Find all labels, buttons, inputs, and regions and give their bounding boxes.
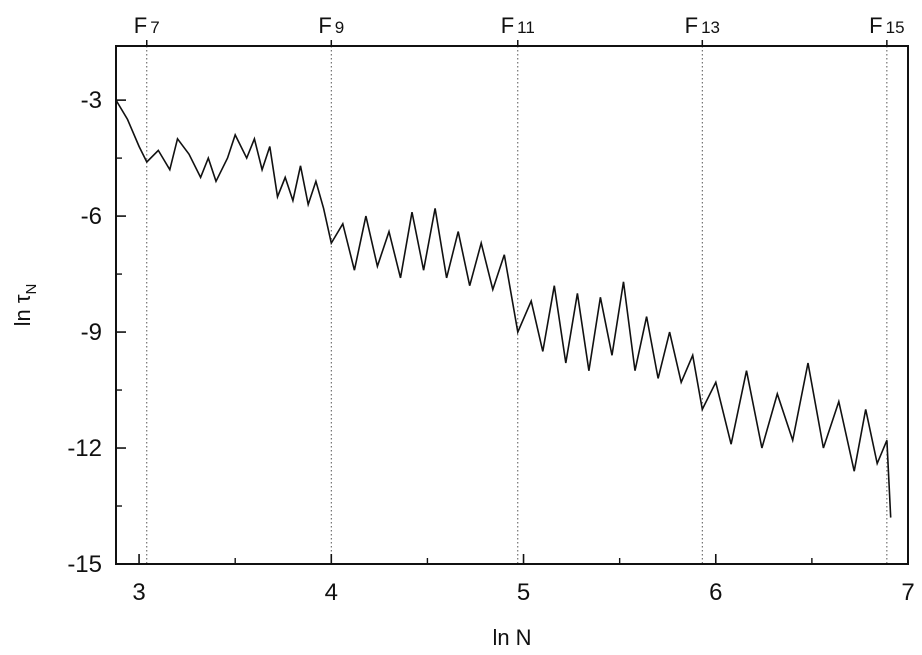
reference-label-letter: F bbox=[134, 13, 147, 38]
x-tick-label: 4 bbox=[325, 579, 338, 606]
x-tick-label: 6 bbox=[709, 579, 722, 606]
reference-label-letter: F bbox=[685, 13, 698, 38]
x-tick-label: 3 bbox=[132, 579, 145, 606]
y-axis-title: ln τN bbox=[10, 284, 40, 327]
reference-label-letter: F bbox=[869, 13, 882, 38]
reference-label-F13: F 13 bbox=[685, 13, 720, 38]
y-tick-label: -6 bbox=[81, 203, 102, 230]
x-axis-title: ln N bbox=[492, 625, 531, 650]
y-tick-label: -3 bbox=[81, 87, 102, 114]
plot-frame bbox=[115, 45, 909, 565]
reference-label-subscript: 15 bbox=[886, 18, 905, 37]
y-tick-labels: -3 -6 -9 -12 -15 bbox=[67, 87, 102, 578]
y-tick-label: -9 bbox=[81, 319, 102, 346]
x-tick-label: 7 bbox=[901, 579, 914, 606]
reference-label-subscript: 11 bbox=[517, 18, 535, 37]
svg-text:ln τN: ln τN bbox=[10, 284, 40, 327]
reference-line-labels: F 7 F 9 F 11 F 13 F 15 bbox=[134, 13, 905, 46]
y-tick-label: -12 bbox=[67, 435, 102, 462]
reference-lines bbox=[146, 46, 888, 564]
x-tick-label: 5 bbox=[517, 579, 530, 606]
y-tick-label: -15 bbox=[67, 551, 102, 578]
reference-label-F11: F 11 bbox=[501, 13, 535, 38]
series-line bbox=[115, 99, 892, 518]
axis-ticks bbox=[116, 99, 909, 565]
reference-label-subscript: 9 bbox=[335, 18, 344, 37]
y-axis-title-main: ln τ bbox=[10, 294, 35, 326]
reference-label-subscript: 7 bbox=[150, 18, 159, 37]
reference-label-F15: F 15 bbox=[869, 13, 904, 38]
y-axis-title-subscript: N bbox=[23, 284, 40, 295]
reference-label-letter: F bbox=[318, 13, 331, 38]
x-tick-labels: 3 4 5 6 7 bbox=[132, 579, 914, 606]
reference-label-subscript: 13 bbox=[701, 18, 720, 37]
reference-label-letter: F bbox=[501, 13, 514, 38]
